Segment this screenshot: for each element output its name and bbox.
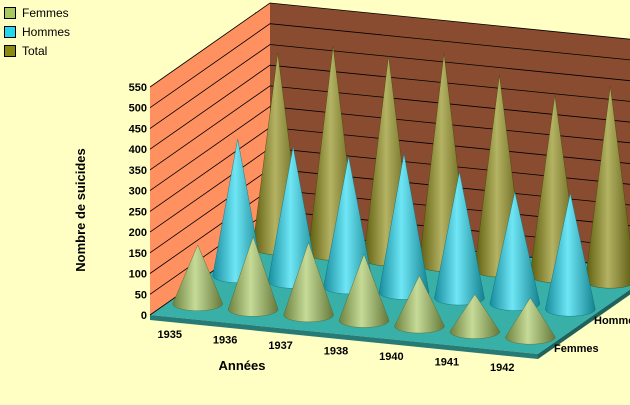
x-tick-label: 1936 — [213, 334, 237, 346]
x-tick-label: 1938 — [324, 346, 348, 358]
cone-femmes-1938 — [338, 253, 390, 328]
legend-label-femmes: Femmes — [22, 5, 69, 20]
floor-front-edge — [150, 315, 538, 359]
gridline — [149, 106, 630, 191]
y-tick-label: 400 — [129, 144, 147, 156]
y-tick-label: 0 — [141, 310, 147, 322]
legend-swatch-hommes — [4, 25, 16, 38]
floor-side-edge — [538, 289, 630, 359]
gridline — [149, 44, 630, 129]
gridline — [149, 85, 630, 171]
cone-hommes-1942 — [545, 193, 596, 317]
cone-femmes-1940 — [394, 275, 445, 334]
legend-label-total: Total — [22, 43, 48, 58]
x-tick-label: 1941 — [435, 357, 459, 369]
legend-label-hommes: Hommes — [22, 24, 71, 39]
cone-femmes-1935 — [172, 244, 223, 311]
axis-labels: 0 50 100 150 200 250 300 350 400 450 500 550 1935 193… — [73, 82, 630, 374]
y-tick-label: 50 — [135, 289, 147, 301]
cone-femmes-1937 — [283, 241, 334, 323]
legend-swatch-femmes — [4, 6, 16, 19]
gridline — [149, 64, 630, 150]
y-tick-label: 150 — [129, 248, 147, 260]
y-tick-label: 250 — [129, 206, 147, 218]
gridline — [149, 23, 630, 109]
y-tick-label: 350 — [129, 165, 147, 177]
legend-swatch-total — [4, 44, 16, 57]
y-tick-label: 500 — [129, 103, 147, 115]
legend-item-total: Total — [4, 41, 70, 60]
depth-label: Femmes — [554, 343, 599, 355]
x-tick-label: 1935 — [157, 329, 181, 341]
cone-femmes-1936 — [227, 236, 279, 317]
cone-hommes-1941 — [489, 191, 541, 311]
y-tick-label: 450 — [129, 123, 147, 135]
gridline — [149, 2, 630, 88]
y-tick-label: 550 — [129, 82, 147, 94]
x-tick-label: 1942 — [490, 362, 514, 374]
y-tick-label: 100 — [129, 269, 147, 281]
legend: Femmes Hommes Total — [4, 3, 70, 60]
y-axis-label: Nombre de suicides — [73, 148, 88, 272]
cone-hommes-1940 — [434, 171, 485, 306]
x-tick-label: 1940 — [379, 351, 403, 363]
legend-item-hommes: Hommes — [4, 22, 70, 41]
legend-item-femmes: Femmes — [4, 3, 70, 22]
x-axis-label: Années — [219, 358, 266, 373]
depth-label: Hommes — [594, 315, 630, 327]
y-tick-label: 200 — [129, 227, 147, 239]
cone-femmes-1941 — [449, 293, 501, 339]
cones — [172, 46, 630, 345]
cone-femmes-1942 — [505, 297, 556, 345]
x-tick-label: 1937 — [268, 340, 292, 352]
y-tick-label: 300 — [129, 186, 147, 198]
